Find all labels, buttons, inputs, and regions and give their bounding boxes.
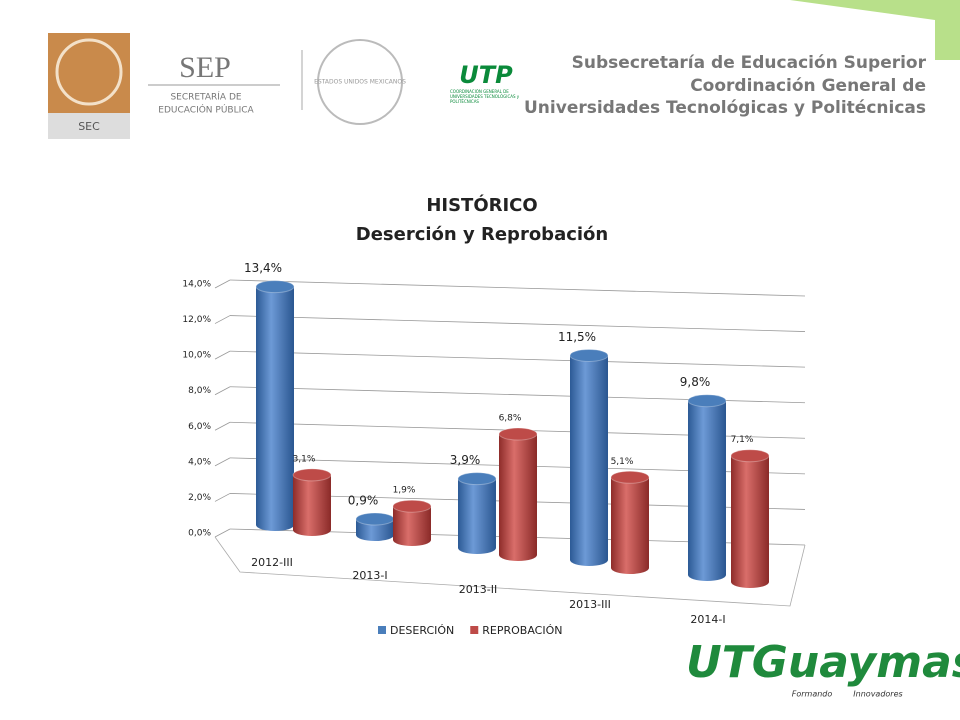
seal: [317, 39, 403, 125]
data-label: 3,9%: [450, 453, 481, 467]
data-label: 5,1%: [611, 457, 634, 467]
wall-line: [214, 421, 231, 431]
data-label: 9,8%: [680, 375, 711, 389]
sep-text: SECRETARÍA DE: [170, 91, 241, 103]
cylinder-top: [392, 499, 432, 513]
wall-line: [214, 493, 231, 502]
chart-title: HISTÓRICO: [426, 194, 537, 216]
grid-line: [229, 350, 806, 368]
chart: 0,0% 2,0% 4,0% 6,0% 8,0% 10,0% 12,0% 14,0% 13,4%…: [182, 261, 806, 637]
y-tick-label: 10,0%: [182, 351, 211, 361]
data-label: 3,1%: [293, 454, 316, 464]
x-tick-label: 2013-II: [459, 583, 497, 596]
wall-line: [214, 350, 231, 360]
chart-subtitle: Deserción y Reprobación: [356, 224, 608, 245]
data-label: 6,8%: [499, 414, 522, 424]
bar: [293, 474, 331, 530]
utp-logo: UTP: [459, 61, 513, 89]
sep-logo: SEP: [179, 51, 231, 84]
wall-line: [214, 457, 231, 467]
header-line: Subsecretaría de Educación Superior: [572, 53, 927, 73]
bar: [688, 400, 726, 575]
cylinder-top: [457, 472, 497, 486]
footer-logo: UTGuaymas: [686, 637, 960, 688]
y-tick-label: 2,0%: [188, 493, 211, 503]
cylinder-top: [610, 470, 650, 484]
bar: [256, 286, 294, 525]
cylinder-top: [498, 427, 538, 441]
sep-text: EDUCACIÓN PÚBLICA: [158, 104, 254, 116]
y-tick-label: 6,0%: [188, 422, 211, 432]
sec-logo-band: [48, 113, 130, 139]
y-tick-label: 14,0%: [182, 280, 211, 290]
x-tick-label: 2012-III: [251, 556, 293, 569]
grid-line: [229, 279, 806, 297]
bar: [499, 434, 537, 555]
x-tick-label: 2013-III: [569, 598, 611, 611]
cylinder-top: [292, 468, 332, 482]
legend-swatch: [470, 626, 479, 634]
cylinder-top: [355, 512, 395, 526]
cylinder-top: [255, 280, 295, 294]
data-label: 0,9%: [348, 493, 379, 507]
x-tick-label: 2013-I: [352, 569, 387, 582]
bar: [570, 355, 608, 560]
header-line: Coordinación General de: [690, 76, 926, 96]
wall-line: [214, 279, 231, 289]
y-tick-label: 0,0%: [188, 529, 211, 539]
wall-line: [214, 386, 231, 396]
legend-label: DESERCIÓN: [390, 624, 454, 637]
x-tick-label: 2014-I: [690, 613, 725, 626]
utp-caption: COORDINACIÓN GENERAL DE UNIVERSIDADES TE…: [450, 89, 520, 104]
sec-seal: [55, 38, 123, 106]
y-tick-label: 12,0%: [182, 315, 211, 325]
header-line: Universidades Tecnológicas y Politécnica…: [524, 98, 926, 118]
legend-swatch: [378, 626, 386, 634]
bar: [611, 477, 649, 568]
data-label: 11,5%: [558, 330, 596, 344]
grid-line: [229, 315, 806, 332]
data-label: 1,9%: [393, 486, 416, 496]
utp-caption-box: COORDINACIÓN GENERAL DE UNIVERSIDADES TE…: [450, 89, 520, 104]
seal-text: ESTADOS UNIDOS MEXICANOS: [314, 79, 406, 86]
data-label: 7,1%: [731, 435, 754, 445]
sec-label: SEC: [78, 120, 100, 133]
wall-line: [214, 315, 231, 324]
floor: [214, 536, 806, 607]
bar: [731, 455, 769, 582]
legend-label: REPROBACIÓN: [482, 624, 562, 637]
cylinder-top: [730, 449, 770, 463]
footer-tagline: Innovadores: [853, 690, 902, 699]
y-tick-label: 4,0%: [188, 457, 211, 467]
cylinder-top: [569, 348, 609, 362]
data-label: 13,4%: [244, 261, 282, 275]
bar: [458, 478, 496, 548]
y-tick-label: 8,0%: [188, 386, 211, 396]
corner-decoration: [790, 0, 960, 60]
cylinder-top: [687, 394, 727, 408]
footer-tagline: Formando: [792, 690, 833, 699]
wall-line: [214, 528, 231, 538]
